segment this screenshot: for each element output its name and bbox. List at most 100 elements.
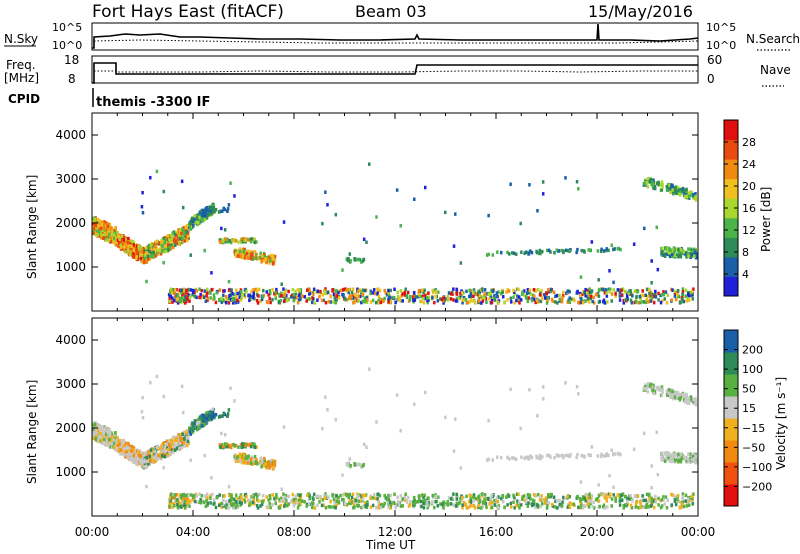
power-cell xyxy=(113,236,116,241)
power-cell xyxy=(519,298,523,302)
velocity-cell xyxy=(171,505,174,509)
velocity-cell xyxy=(365,505,369,509)
power-cell xyxy=(625,291,629,296)
velocity-cell xyxy=(648,496,651,500)
station-title: Fort Hays East (fitACF) xyxy=(92,2,284,22)
velocity-cell xyxy=(693,457,696,461)
power-cell xyxy=(678,193,682,197)
power-cell xyxy=(654,295,658,299)
freq-label-line1: Freq. xyxy=(6,58,36,72)
power-cell xyxy=(667,186,671,191)
velocity-cell xyxy=(346,492,349,497)
power-cell xyxy=(549,287,553,292)
power-cell xyxy=(464,298,468,302)
power-cell xyxy=(581,301,585,305)
velocity-cell xyxy=(251,500,255,505)
colorbar-segment xyxy=(724,256,738,277)
velocity-cell xyxy=(102,429,105,433)
power-cell xyxy=(527,296,530,300)
power-cell xyxy=(666,252,669,256)
velocity-cell xyxy=(694,454,697,458)
velocity-cell xyxy=(253,445,257,450)
velocity-cell xyxy=(694,402,698,407)
velocity-cell xyxy=(525,496,529,501)
velocity-cell xyxy=(273,459,277,464)
power-cell xyxy=(210,271,213,275)
velocity-cell xyxy=(467,499,471,504)
power-cell xyxy=(249,252,253,257)
power-cell xyxy=(166,242,170,247)
velocity-cell xyxy=(605,499,609,503)
velocity-cell xyxy=(437,495,440,499)
velocity-cell xyxy=(127,448,130,452)
velocity-cell xyxy=(679,452,683,457)
velocity-cell xyxy=(493,498,496,503)
power-cell xyxy=(457,296,461,301)
power-cell xyxy=(481,299,485,303)
velocity-cell xyxy=(279,503,283,508)
power-cell xyxy=(214,207,218,212)
power-cell xyxy=(185,225,189,230)
power-cell xyxy=(351,287,355,291)
velocity-cell xyxy=(600,492,604,497)
power-cell xyxy=(175,241,179,246)
velocity-cell xyxy=(218,443,222,447)
velocity-cell xyxy=(261,459,264,463)
velocity-cell xyxy=(182,495,185,500)
velocity-cell xyxy=(201,424,204,428)
power-cell xyxy=(294,289,297,294)
nave-right-tick-top: 60 xyxy=(707,53,722,67)
power-cell xyxy=(280,294,283,298)
velocity-cell xyxy=(461,505,464,510)
velocity-cell xyxy=(332,505,335,509)
velocity-cell xyxy=(665,453,668,458)
power-cell xyxy=(687,191,691,195)
velocity-cell xyxy=(157,447,161,451)
power-cell xyxy=(608,269,611,273)
power-colorbar-label: Power [dB] xyxy=(759,187,773,252)
velocity-cell xyxy=(668,459,672,464)
velocity-cell xyxy=(674,502,678,507)
power-cell xyxy=(102,235,106,240)
power-cell xyxy=(380,297,384,302)
power-cell xyxy=(526,287,530,292)
power-cell xyxy=(515,298,518,303)
power-cell xyxy=(483,296,486,300)
velocity-cell xyxy=(207,414,210,418)
power-cell xyxy=(144,246,148,250)
colorbar-tick-label: 24 xyxy=(742,158,756,171)
velocity-cell xyxy=(230,500,233,505)
power-cell xyxy=(607,248,610,253)
power-cell xyxy=(460,294,463,298)
power-cell xyxy=(181,236,184,240)
power-cell xyxy=(143,248,147,252)
power-cell xyxy=(674,297,678,302)
power-cell xyxy=(310,300,314,305)
velocity-cell xyxy=(645,502,649,507)
power-cell xyxy=(377,294,381,299)
velocity-cell xyxy=(205,410,209,415)
power-cell xyxy=(459,291,462,296)
power-cell xyxy=(198,287,201,291)
velocity-cell xyxy=(675,457,679,462)
power-cell xyxy=(659,300,663,305)
velocity-cell xyxy=(682,455,686,459)
velocity-cell xyxy=(446,499,450,504)
power-cell xyxy=(164,237,167,242)
velocity-cell xyxy=(600,452,603,457)
power-cell xyxy=(162,247,165,251)
velocity-cell xyxy=(169,438,173,443)
velocity-cell xyxy=(140,409,144,414)
power-cell xyxy=(108,226,112,231)
power-cell xyxy=(345,298,349,302)
colorbar-tick-label: 4 xyxy=(742,268,749,281)
power-cell xyxy=(206,296,209,300)
power-cell xyxy=(541,180,545,184)
velocity-cell xyxy=(470,503,473,508)
velocity-cell xyxy=(640,504,644,509)
velocity-cell xyxy=(280,496,283,501)
power-cell xyxy=(146,254,150,258)
velocity-cell xyxy=(214,505,218,510)
velocity-cell xyxy=(687,497,690,501)
velocity-cell xyxy=(620,493,623,498)
